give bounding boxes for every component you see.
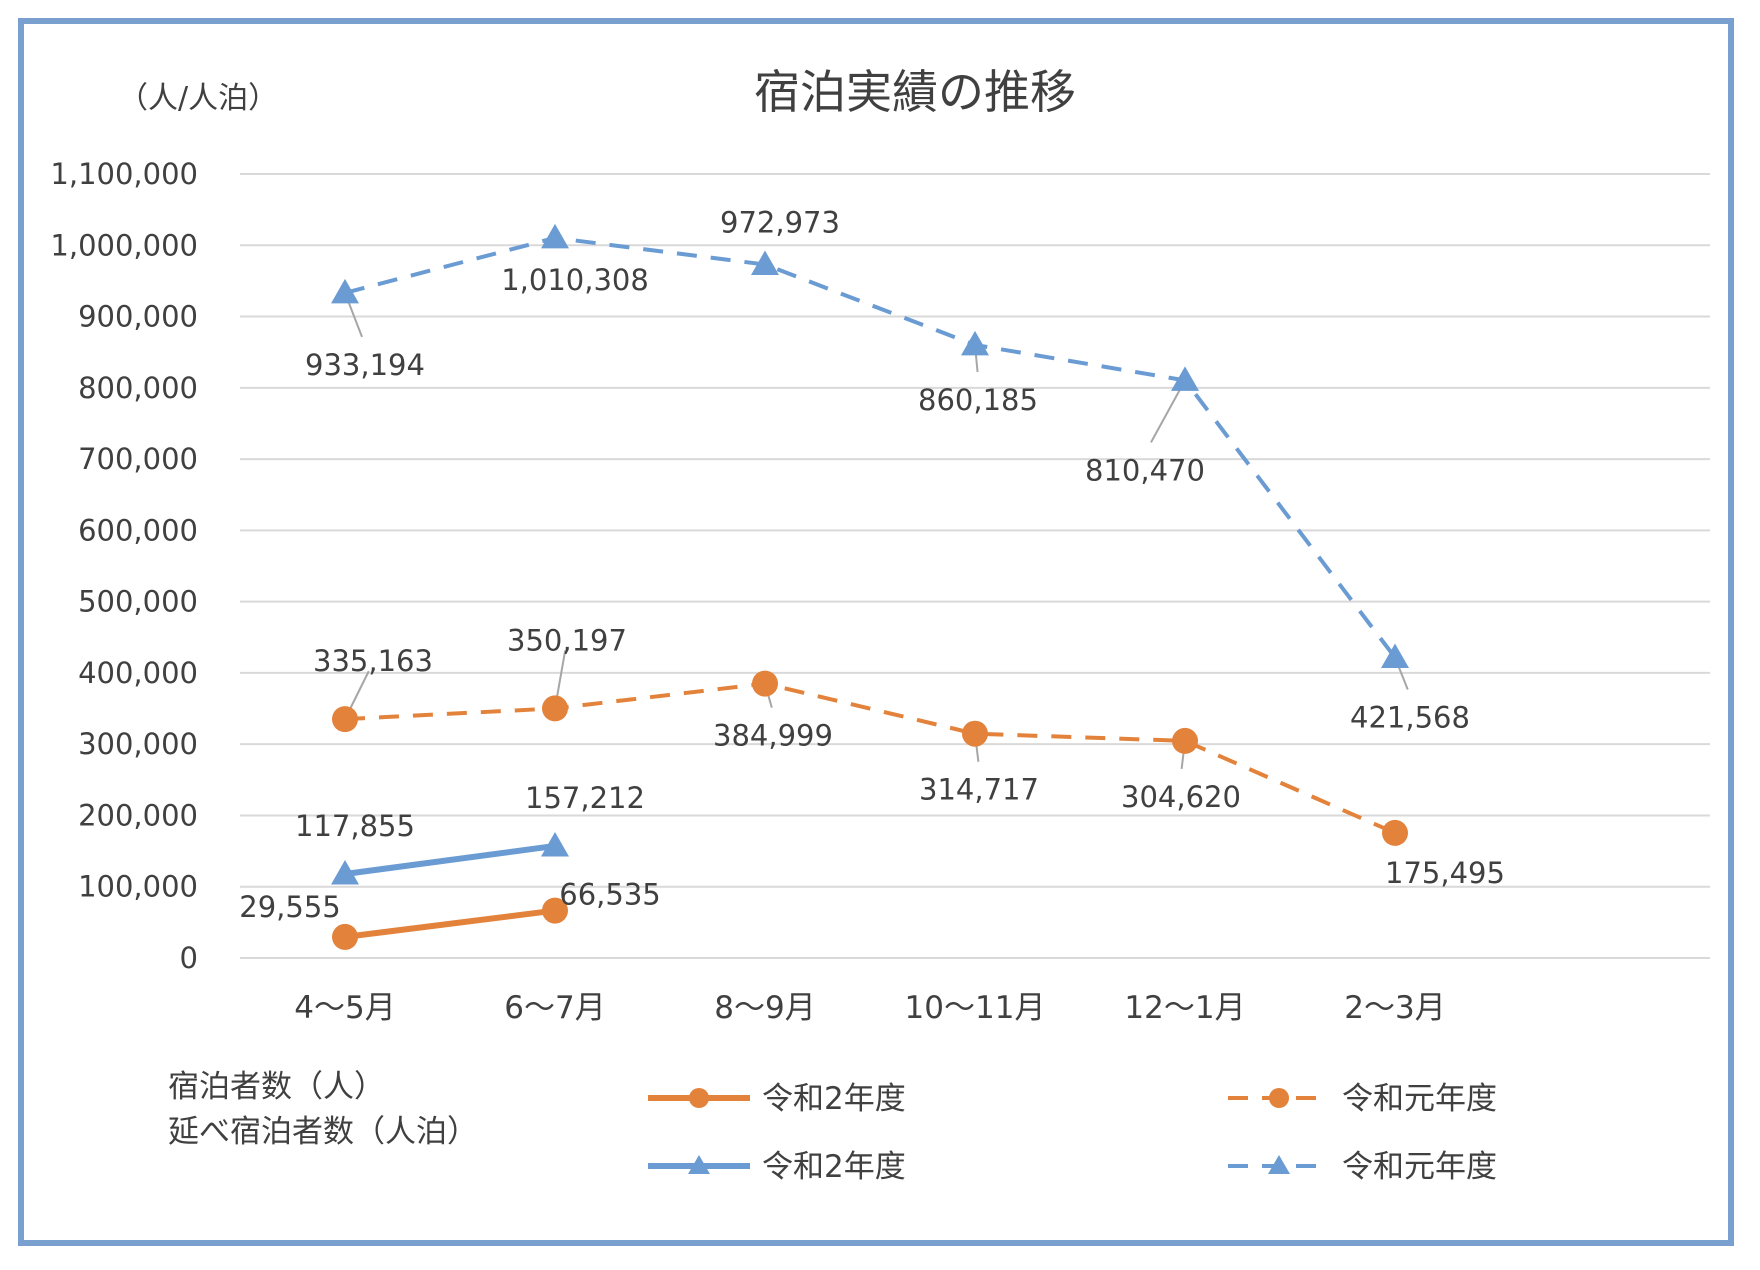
- legend-swatch-marker: [1269, 1088, 1289, 1108]
- data-point: [542, 695, 568, 722]
- y-tick-label: 300,000: [78, 727, 198, 761]
- y-tick-label: 400,000: [78, 656, 198, 690]
- data-label: 335,163: [313, 644, 433, 678]
- legend-group-label-guests: 宿泊者数（人）: [168, 1069, 385, 1105]
- data-label: 157,212: [525, 781, 645, 815]
- data-point: [542, 897, 568, 924]
- series-line: [344, 842, 556, 877]
- series-0: [332, 897, 568, 950]
- y-tick-label: 200,000: [78, 798, 198, 832]
- data-point: [752, 670, 778, 697]
- x-axis-ticks: 4～5月 6～7月 8～9月 10～11月 12～1月 2～3月: [294, 990, 1445, 1026]
- y-axis-unit-label: （人/人泊）: [118, 81, 278, 116]
- legend-swatch-marker: [688, 1155, 710, 1174]
- y-tick-label: 1,000,000: [50, 228, 198, 262]
- x-tick-label: 10～11月: [905, 990, 1046, 1026]
- data-label: 860,185: [918, 383, 1038, 417]
- data-labels: 29,555 66,535 335,163 350,197 384,999 314,717…: [239, 206, 1505, 924]
- data-label: 810,470: [1085, 453, 1205, 487]
- legend-swatch-marker: [1268, 1155, 1290, 1174]
- legend-entry: 令和元年度: [1228, 1081, 1497, 1117]
- y-tick-label: 900,000: [78, 300, 198, 334]
- series-line: [344, 235, 1397, 659]
- y-tick-label: 700,000: [78, 442, 198, 476]
- data-point: [332, 923, 358, 950]
- x-tick-label: 6～7月: [504, 990, 605, 1026]
- data-point: [331, 278, 359, 304]
- data-label: 304,620: [1121, 780, 1241, 814]
- legend-label: 令和元年度: [1342, 1081, 1497, 1117]
- series-2: [331, 831, 569, 885]
- data-label: 175,495: [1385, 856, 1505, 890]
- data-label: 314,717: [919, 773, 1039, 807]
- data-point: [1381, 643, 1409, 669]
- data-label: 1,010,308: [501, 263, 649, 297]
- series-line: [344, 681, 1396, 835]
- legend-entry: 令和元年度: [1228, 1149, 1497, 1185]
- data-point: [751, 250, 779, 276]
- data-point: [541, 223, 569, 249]
- data-label: 350,197: [507, 623, 627, 657]
- gridlines: [240, 173, 1710, 959]
- data-point: [331, 860, 359, 885]
- legend-swatch-marker: [689, 1088, 709, 1108]
- data-label: 117,855: [295, 809, 415, 843]
- y-tick-label: 0: [180, 941, 198, 975]
- chart-frame: [18, 18, 1734, 1246]
- y-tick-label: 100,000: [78, 870, 198, 904]
- series-1: [332, 670, 1408, 846]
- y-axis-ticks: 0 100,000 200,000 300,000 400,000 500,000 600,…: [50, 157, 198, 975]
- legend-entry: 令和2年度: [648, 1081, 906, 1117]
- data-point: [332, 706, 358, 733]
- data-point: [1172, 727, 1198, 754]
- data-label: 66,535: [559, 878, 660, 912]
- data-label: 421,568: [1350, 701, 1470, 735]
- series-line: [344, 907, 556, 940]
- data-label: 972,973: [720, 206, 840, 240]
- series-layer: [331, 223, 1409, 950]
- data-point: [1171, 366, 1199, 391]
- series-3: [331, 223, 1409, 669]
- data-point: [961, 330, 989, 356]
- y-tick-label: 800,000: [78, 371, 198, 405]
- x-tick-label: 12～1月: [1124, 990, 1245, 1026]
- legend-label: 令和元年度: [1342, 1149, 1497, 1185]
- data-label: 29,555: [239, 890, 340, 924]
- legend-entry: 令和2年度: [648, 1149, 906, 1185]
- x-tick-label: 4～5月: [294, 990, 395, 1026]
- x-tick-label: 2～3月: [1344, 990, 1445, 1026]
- chart-title: 宿泊実績の推移: [754, 65, 1076, 119]
- legend-label: 令和2年度: [762, 1149, 906, 1185]
- y-tick-label: 1,100,000: [50, 157, 198, 191]
- y-tick-label: 600,000: [78, 513, 198, 547]
- data-point: [962, 720, 988, 747]
- legend-label: 令和2年度: [762, 1081, 906, 1117]
- legend-group-label-guest-nights: 延べ宿泊者数（人泊）: [168, 1114, 478, 1150]
- data-point: [541, 831, 569, 857]
- data-label: 384,999: [713, 719, 833, 753]
- data-point: [1382, 819, 1408, 846]
- x-tick-label: 8～9月: [714, 990, 815, 1026]
- data-label: 933,194: [305, 348, 425, 382]
- y-tick-label: 500,000: [78, 585, 198, 619]
